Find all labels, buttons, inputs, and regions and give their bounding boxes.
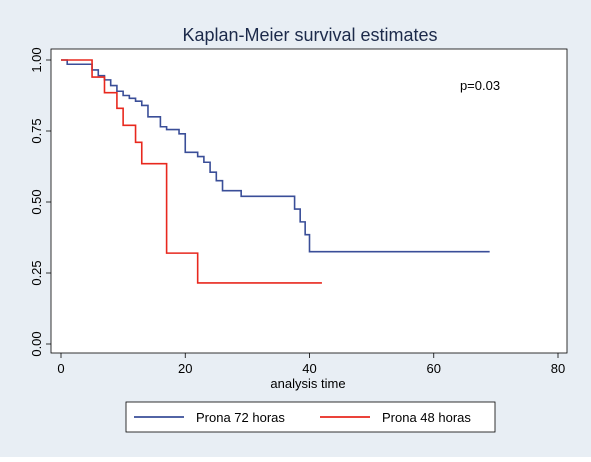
chart-title: Kaplan-Meier survival estimates <box>182 25 437 45</box>
series-line-prona-72 <box>61 59 490 253</box>
legend-label: Prona 72 horas <box>196 410 285 425</box>
y-tick-label: 1.00 <box>29 47 44 72</box>
y-tick-label: 0.75 <box>29 118 44 143</box>
p-value-annotation: p=0.03 <box>460 78 500 93</box>
y-tick-label: 0.00 <box>29 331 44 356</box>
y-axis: 0.00 0.25 0.50 0.75 1.00 <box>29 47 51 357</box>
x-tick-label: 40 <box>302 361 316 376</box>
x-tick-label: 60 <box>427 361 441 376</box>
series-line-prona-48 <box>61 59 322 284</box>
y-tick-label: 0.50 <box>29 189 44 214</box>
x-axis: 0 20 40 60 80 <box>57 353 565 376</box>
y-tick-label: 0.25 <box>29 260 44 285</box>
plot-area <box>50 48 568 354</box>
legend-label: Prona 48 horas <box>382 410 471 425</box>
legend-box <box>125 401 496 433</box>
x-axis-label: analysis time <box>270 376 345 391</box>
x-tick-label: 20 <box>178 361 192 376</box>
legend: Prona 72 horas Prona 48 horas <box>125 401 496 433</box>
series-layer <box>61 59 490 284</box>
x-tick-label: 80 <box>551 361 565 376</box>
x-tick-label: 0 <box>57 361 64 376</box>
